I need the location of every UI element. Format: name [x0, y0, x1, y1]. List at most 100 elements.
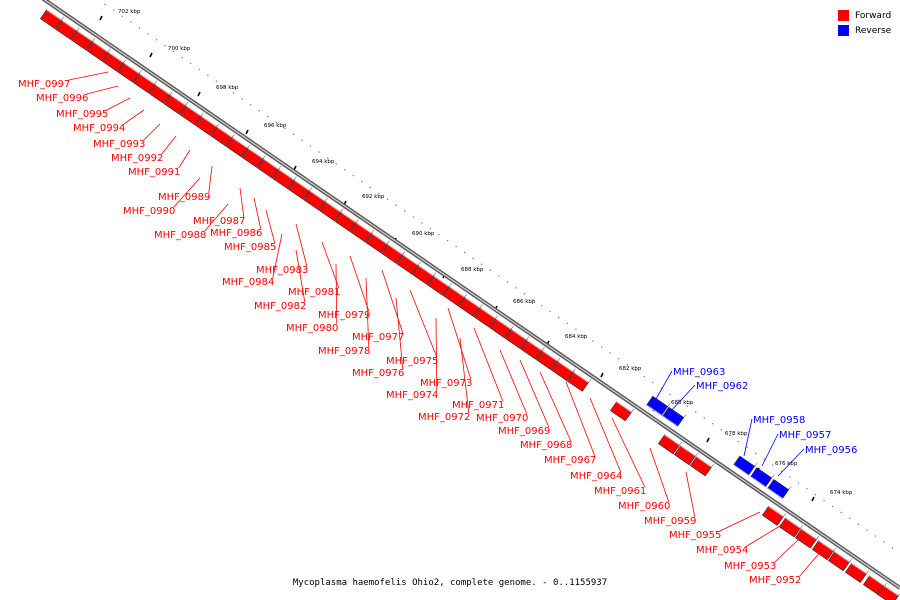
genome-backbone: [41, 0, 900, 590]
forward-gene-block: [504, 328, 530, 350]
gene-label-forward: MHF_0987: [193, 216, 245, 227]
forward-gene-block: [70, 30, 96, 51]
leader-line: [669, 384, 696, 413]
gene-label-forward: MHF_0973: [420, 378, 472, 389]
forward-gene-block: [566, 371, 592, 392]
leader-line: [774, 537, 801, 563]
forward-gene-block: [380, 243, 406, 264]
forward-gene-block: [844, 562, 870, 583]
legend-label-reverse: Reverse: [855, 25, 892, 36]
gene-label-forward: MHF_0994: [73, 123, 125, 134]
reverse-gene-block: [750, 467, 775, 488]
forward-gene-block: [794, 528, 820, 549]
leader-line: [651, 370, 673, 407]
leader-line: [719, 511, 761, 532]
leader-line: [295, 223, 308, 267]
forward-gene-block: [535, 350, 561, 371]
backbone-highlight: [43, 0, 900, 589]
reverse-gene-block: [646, 395, 671, 417]
scale-tick-label: 682 kbp: [619, 366, 642, 372]
leader-line: [161, 135, 177, 155]
forward-gene-block: [689, 456, 715, 477]
leader-line: [395, 297, 404, 370]
forward-gene-block: [473, 307, 499, 328]
forward-gene-block: [520, 339, 545, 360]
gene-label-forward: MHF_0976: [352, 368, 404, 379]
forward-gene-block: [101, 51, 127, 72]
scale-tick-label: 676 kbp: [775, 461, 798, 467]
scale-tick-label: 698 kbp: [216, 85, 239, 91]
legend-label-forward: Forward: [855, 10, 892, 21]
forward-swatch: [838, 10, 849, 21]
scale-tick: [99, 15, 103, 21]
gene-label-forward: MHF_0961: [594, 486, 646, 497]
forward-gene-block: [148, 83, 173, 104]
forward-gene-block: [673, 445, 699, 466]
leader-line: [409, 289, 438, 358]
gene-label-forward: MHF_0993: [93, 139, 145, 150]
leader-line: [459, 337, 470, 414]
gene-label-forward: MHF_0960: [618, 501, 670, 512]
forward-gene-block: [132, 73, 158, 94]
gene-label-reverse: MHF_0957: [779, 430, 831, 441]
forward-gene-block: [303, 190, 328, 211]
leader-line: [777, 448, 805, 477]
forward-gene-block: [442, 286, 468, 307]
gene-label-forward: MHF_0986: [210, 228, 262, 239]
gene-label-forward: MHF_0995: [56, 109, 108, 120]
forward-gene-block: [396, 254, 421, 275]
forward-gene-block: [39, 9, 65, 30]
leader-line: [295, 249, 306, 303]
leader-line: [253, 197, 262, 230]
gene-label-forward: MHF_0978: [318, 346, 370, 357]
leader-line: [761, 433, 779, 467]
leader-line: [589, 397, 622, 473]
leader-line: [265, 209, 276, 244]
gene-label-forward: MHF_0975: [386, 356, 438, 367]
leader-line: [539, 371, 572, 442]
scale-dotted-line: [97, 0, 900, 554]
forward-gene-block: [811, 539, 837, 561]
gene-label-forward: MHF_0952: [749, 575, 801, 586]
gene-label-forward: MHF_0988: [154, 230, 206, 241]
leader-line: [685, 471, 696, 518]
gene-label-forward: MHF_0968: [520, 440, 572, 451]
leader-line: [68, 71, 109, 81]
genome-caption: Mycoplasma haemofelis Ohio2, complete ge…: [292, 578, 608, 588]
scale-tick: [149, 52, 153, 58]
leader-line: [435, 317, 438, 392]
gene-label-reverse: MHF_0962: [696, 381, 748, 392]
scale-tick-label: 674 kbp: [830, 490, 853, 496]
leader-line: [473, 327, 504, 402]
forward-gene-block: [411, 264, 437, 286]
scale-ticks: 702 kbp 700 kbp 698 kbp 696 kbp 694 kbp 692 k…: [97, 0, 900, 554]
gene-label-reverse: MHF_0963: [673, 367, 725, 378]
leader-line: [208, 165, 213, 194]
gene-label-forward: MHF_0964: [570, 471, 622, 482]
scale-tick-label: 690 kbp: [412, 231, 435, 237]
gene-label-forward: MHF_0954: [696, 545, 748, 556]
gene-label-forward: MHF_0985: [224, 242, 276, 253]
leader-line: [204, 203, 229, 232]
gene-label-forward: MHF_0971: [452, 400, 504, 411]
gene-blocks: [39, 9, 900, 600]
leader-line: [365, 277, 370, 348]
forward-gene-block: [86, 41, 111, 62]
forward-gene-block: [210, 126, 235, 147]
leader-line: [799, 549, 823, 577]
leader-line: [649, 447, 670, 503]
scale-tick-label: 694 kbp: [312, 159, 335, 165]
forward-gene-block: [334, 211, 359, 232]
gene-label-forward: MHF_0980: [286, 323, 338, 334]
leader-line: [143, 123, 161, 141]
gene-label-forward: MHF_0981: [288, 287, 340, 298]
gene-label-forward: MHF_0977: [352, 332, 404, 343]
gene-label-forward: MHF_0974: [386, 390, 438, 401]
gene-labels: MHF_0997 MHF_0996 MHF_0995 MHF_0994 MHF_0993…: [18, 79, 857, 586]
leader-line: [447, 307, 472, 380]
reverse-gene-block: [767, 478, 792, 500]
forward-gene-block: [194, 115, 220, 136]
forward-gene-block: [287, 179, 313, 200]
forward-gene-block: [225, 136, 251, 158]
